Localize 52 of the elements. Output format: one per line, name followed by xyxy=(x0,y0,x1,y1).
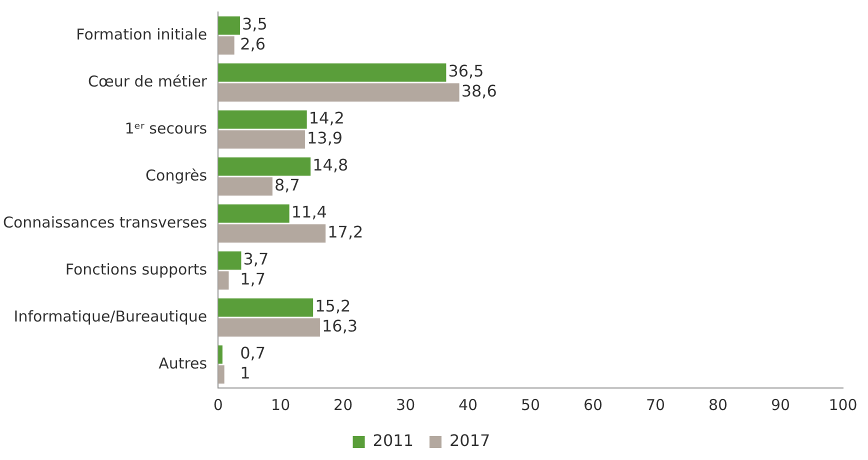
data-label: 0,7 xyxy=(240,344,266,363)
data-label: 36,5 xyxy=(448,62,484,81)
data-label: 1 xyxy=(240,364,250,383)
x-tick-label: 80 xyxy=(708,396,728,414)
bar xyxy=(218,63,446,82)
y-tick-label: 1ᵉʳ secours xyxy=(124,119,208,138)
bar xyxy=(218,36,234,55)
bar xyxy=(218,16,240,35)
data-label: 14,8 xyxy=(312,156,348,175)
data-label: 17,2 xyxy=(328,222,364,242)
bar xyxy=(218,251,242,270)
x-tick-label: 60 xyxy=(583,396,603,414)
y-tick-label: Connaissances transverses xyxy=(2,213,208,232)
x-tick-label: 10 xyxy=(271,396,290,414)
y-tick-label: Informatique/Bureautique xyxy=(14,307,208,326)
data-label: 15,2 xyxy=(315,296,351,316)
data-label: 2,6 xyxy=(240,34,266,54)
data-label: 8,7 xyxy=(274,176,300,195)
bar xyxy=(218,157,311,176)
bar xyxy=(218,224,326,243)
x-tick-label: 100 xyxy=(828,396,858,414)
bar xyxy=(218,110,307,129)
y-tick-label: Formation initiale xyxy=(76,25,208,44)
data-label: 1,7 xyxy=(240,270,266,289)
x-tick-label: 20 xyxy=(334,396,353,414)
x-tick-label: 30 xyxy=(396,396,416,414)
data-label: 3,7 xyxy=(243,250,269,269)
y-tick-label: Autres xyxy=(158,354,208,372)
data-label: 16,3 xyxy=(322,316,358,336)
y-tick-label: Fonctions supports xyxy=(65,260,208,278)
bar xyxy=(218,204,290,223)
bar xyxy=(218,365,224,384)
bar xyxy=(218,318,320,337)
x-tick-label: 50 xyxy=(521,396,540,414)
x-tick-label: 90 xyxy=(770,396,790,414)
bar xyxy=(218,177,272,196)
y-tick-label: Cœur de métier xyxy=(88,72,208,90)
legend-label: 2017 xyxy=(450,431,490,450)
data-label: 3,5 xyxy=(242,14,268,34)
data-label: 38,6 xyxy=(461,82,497,101)
bar xyxy=(218,83,460,102)
data-label: 11,4 xyxy=(291,202,327,222)
legend-label: 2011 xyxy=(372,431,414,450)
bar xyxy=(218,298,314,317)
data-label: 13,9 xyxy=(306,128,343,148)
bar xyxy=(218,271,229,290)
x-tick-label: 40 xyxy=(458,396,478,414)
bar xyxy=(218,130,305,149)
y-tick-label: Congrès xyxy=(146,166,208,184)
x-tick-label: 70 xyxy=(646,396,666,414)
data-label: 14,2 xyxy=(308,108,344,128)
x-tick-label: 0 xyxy=(213,396,223,414)
